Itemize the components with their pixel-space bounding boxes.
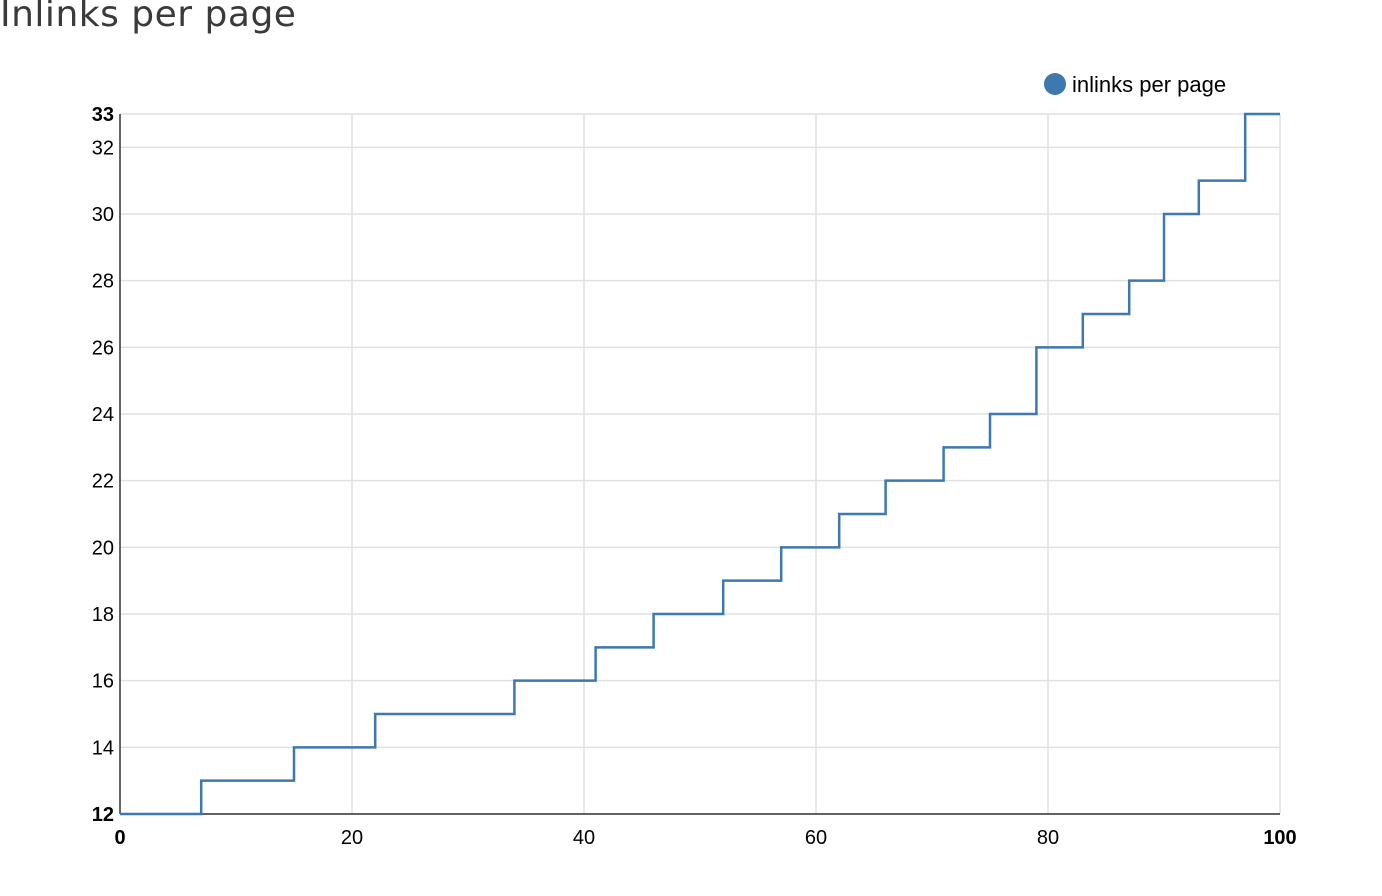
x-tick-label: 80 <box>1037 827 1059 849</box>
legend-label[interactable]: inlinks per page <box>1072 72 1226 97</box>
y-tick-label: 20 <box>92 537 114 559</box>
x-tick-label: 40 <box>573 827 595 849</box>
y-tick-label: 26 <box>92 337 114 359</box>
grid <box>120 113 1281 815</box>
axes <box>119 114 1280 815</box>
legend[interactable]: inlinks per page <box>1044 72 1226 97</box>
y-tick-label: 18 <box>92 604 114 626</box>
y-tick-label: 12 <box>92 804 114 826</box>
y-tick-label: 28 <box>92 271 114 293</box>
x-tick-label: 0 <box>114 827 125 849</box>
x-tick-label: 100 <box>1263 827 1296 849</box>
y-tick-label: 16 <box>92 671 114 693</box>
y-tick-label: 33 <box>92 104 114 126</box>
tick-labels: 0 20 40 60 80 100 12 14 16 18 20 22 24 26 28 30 32 33 <box>92 104 1297 849</box>
y-tick-label: 24 <box>92 404 114 426</box>
y-tick-label: 30 <box>92 204 114 226</box>
chart-title: Inlinks per page <box>0 0 297 35</box>
series-line <box>120 112 1280 816</box>
y-tick-label: 22 <box>92 471 114 493</box>
y-tick-label: 14 <box>92 737 114 759</box>
x-tick-label: 60 <box>805 827 827 849</box>
x-tick-label: 20 <box>341 827 363 849</box>
legend-marker[interactable] <box>1044 73 1066 95</box>
y-tick-label: 32 <box>92 137 114 159</box>
series-layer <box>120 112 1280 816</box>
